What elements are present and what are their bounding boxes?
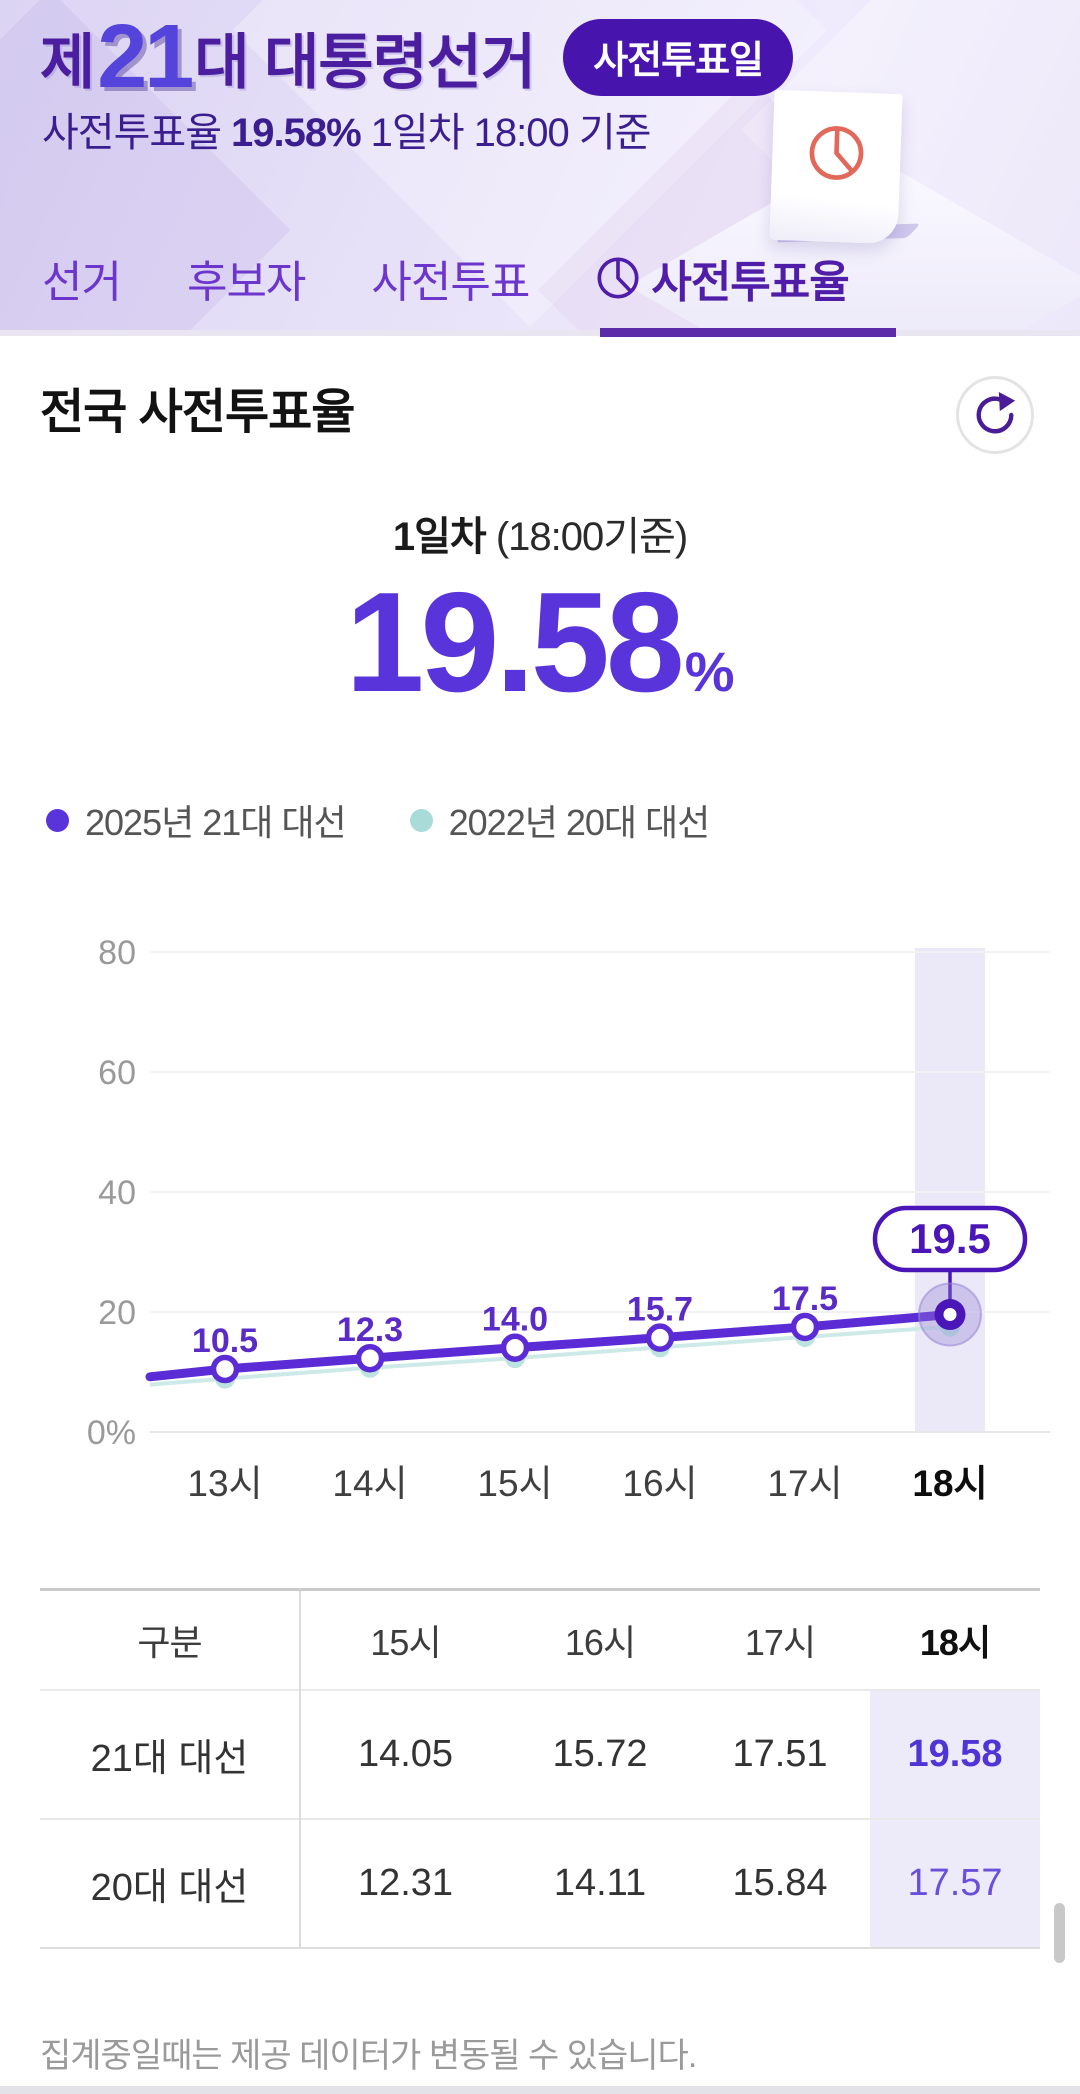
title-prefix: 제	[40, 29, 95, 96]
page-title: 제 21 대 대통령선거 사전투표일	[40, 7, 793, 107]
ballot-stamp-icon	[597, 257, 639, 299]
table-row: 21대 대선 14.05 15.72 17.51 19.58	[40, 1689, 1040, 1819]
tab-early-voting[interactable]: 사전투표	[371, 246, 530, 310]
table-row: 20대 대선 12.31 14.11 15.84 17.57	[40, 1818, 1040, 1948]
table-row-label: 21대 대선	[40, 1689, 301, 1819]
legend-dot-icon	[409, 808, 433, 832]
day-label: 1일차	[392, 515, 487, 559]
scrollbar-thumb[interactable]	[1054, 1903, 1065, 1963]
tab-label: 사전투표	[371, 258, 530, 307]
series-2025-point	[500, 1333, 530, 1362]
highlight-band	[915, 948, 985, 1432]
voting-rate-table: 구분 15시 16시 17시 18시 21대 대선 14.05 15.72 17.51 19.58…	[40, 1588, 1040, 1949]
y-axis-tick: 0%	[87, 1414, 136, 1452]
y-axis-tick: 60	[98, 1054, 136, 1092]
header-divider	[0, 330, 1080, 336]
table-cell: 17.51	[732, 1732, 828, 1775]
y-axis-tick: 20	[98, 1294, 136, 1332]
y-axis-tick: 80	[98, 934, 136, 972]
callout-bubble	[872, 1205, 1028, 1273]
series-2022-line	[149, 1324, 951, 1387]
table-cell: 15.72	[552, 1732, 648, 1775]
table-cell: 12.31	[357, 1861, 454, 1904]
callout-value: 19.5	[909, 1215, 991, 1262]
x-axis-tick: 16시	[622, 1463, 697, 1504]
table-column-header: 17시	[744, 1621, 816, 1663]
x-axis-tick: 18시	[912, 1463, 987, 1504]
data-label: 12.3	[337, 1311, 403, 1349]
x-axis-tick: 14시	[332, 1463, 407, 1504]
table-cell: 15.84	[732, 1861, 828, 1904]
tab-label: 선거	[42, 258, 122, 307]
x-axis-tick: 13시	[187, 1463, 262, 1504]
main-voting-rate-value: 19.58	[345, 563, 684, 722]
footnote: 집계중일때는 제공 데이터가 변동될 수 있습니다.	[40, 2037, 697, 2075]
header-subtitle: 사전투표율 19.58% 1일차 18:00 기준	[42, 100, 652, 158]
y-axis-tick: 40	[98, 1174, 136, 1212]
main-voting-rate-unit: %	[684, 640, 735, 703]
data-label: 17.5	[772, 1280, 838, 1318]
series-2025-line	[145, 1310, 955, 1382]
day-suffix: (18:00기준)	[495, 515, 688, 559]
early-voting-day-badge: 사전투표일	[563, 19, 793, 96]
ballot-paper-illustration	[769, 89, 903, 245]
subtitle-suffix: 1일차 18:00 기준	[370, 111, 652, 155]
table-column-header: 15시	[370, 1621, 441, 1663]
hero-header: 제 21 대 대통령선거 사전투표일 사전투표율 19.58% 1일차 18:00 …	[0, 0, 1080, 336]
subtitle-label: 사전투표율	[42, 111, 222, 155]
tab-election[interactable]: 선거	[42, 246, 122, 310]
early-voting-line-chart: 0% 20 40 60 80 10.5 12.3 14.0 15.7 17.5 19.5 13시 14시…	[87, 934, 1050, 1504]
chart-legend: 2025년 21대 대선 2022년 20대 대선	[46, 794, 711, 846]
main-voting-rate: 19.58%	[0, 572, 1080, 714]
legend-dot-icon	[46, 808, 69, 832]
table-row-label: 20대 대선	[40, 1818, 301, 1948]
legend-label: 2022년 20대 대선	[448, 802, 711, 843]
data-label: 15.7	[627, 1291, 693, 1329]
tab-candidates[interactable]: 후보자	[186, 246, 306, 310]
tab-early-voting-rate[interactable]: 사전투표율	[595, 246, 850, 310]
title-suffix: 대 대통령선거	[194, 29, 536, 96]
x-axis-tick: 15시	[477, 1463, 552, 1504]
table-cell: 14.05	[357, 1732, 454, 1775]
tab-label: 후보자	[186, 258, 306, 307]
x-axis-tick: 17시	[767, 1463, 842, 1504]
table-cell: 17.57	[870, 1818, 1040, 1948]
refresh-button[interactable]	[956, 376, 1034, 454]
table-cell: 19.58	[870, 1689, 1040, 1819]
table-column-header: 16시	[564, 1621, 636, 1663]
table-cell: 14.11	[553, 1861, 647, 1904]
active-tab-underline	[600, 328, 896, 337]
series-2025-point	[645, 1323, 675, 1352]
data-label: 10.5	[192, 1322, 258, 1360]
series-2025-point	[210, 1354, 240, 1384]
table-column-header: 구분	[40, 1589, 301, 1690]
data-label: 14.0	[482, 1301, 548, 1339]
legend-item-2022: 2022년 20대 대선	[409, 794, 711, 846]
voting-rate-table-wrapper[interactable]: 구분 15시 16시 17시 18시 21대 대선 14.05 15.72 17.51 19.58…	[40, 1588, 1040, 1949]
series-2025-point	[790, 1312, 820, 1342]
series-2025-point	[355, 1343, 385, 1373]
section-title: 전국 사전투표율	[40, 386, 355, 439]
refresh-icon	[976, 392, 1016, 434]
legend-label: 2025년 21대 대선	[85, 802, 347, 843]
nav-tabs: 선거 후보자 사전투표 사전투표율	[42, 246, 850, 310]
title-number: 21	[97, 7, 194, 107]
day-status: 1일차 (18:00기준)	[0, 504, 1080, 562]
tab-label: 사전투표율	[651, 258, 849, 307]
subtitle-value: 19.58%	[231, 111, 362, 155]
ballot-stamp-red-icon	[809, 126, 864, 180]
legend-item-2025: 2025년 21대 대선	[46, 794, 347, 846]
final-point-center	[943, 1308, 957, 1322]
table-column-header: 18시	[919, 1621, 991, 1663]
bottom-section-edge	[0, 2086, 1080, 2094]
